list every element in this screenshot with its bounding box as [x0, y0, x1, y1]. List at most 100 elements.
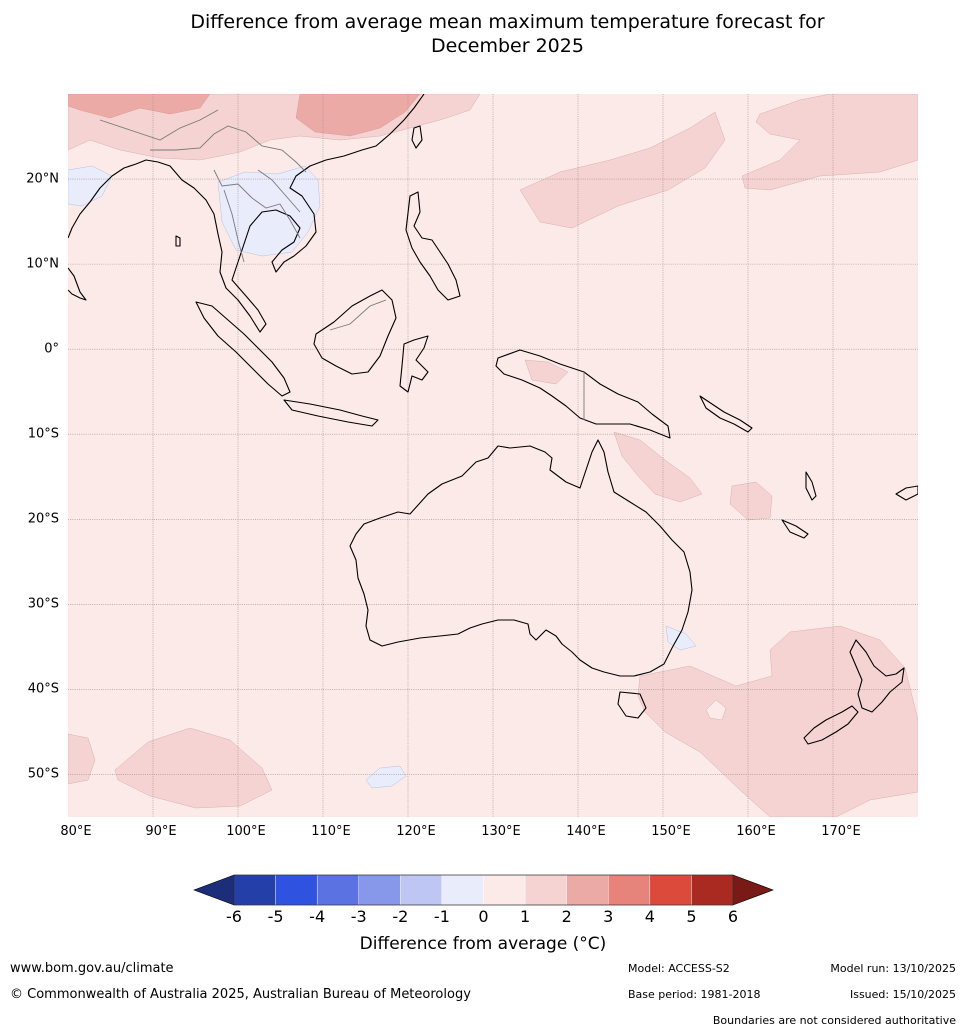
- lon-label: 130°E: [481, 824, 521, 839]
- lat-label: 50°S: [27, 766, 59, 782]
- colorbar-tick-label: 1: [519, 907, 531, 926]
- colorbar-tick-label: -2: [392, 907, 409, 926]
- lat-label: 20°N: [26, 171, 59, 187]
- colorbar-segment-7: [524, 874, 567, 906]
- colorbar-label: Difference from average (°C): [359, 934, 607, 954]
- colorbar-segment-1: [275, 874, 318, 906]
- anomaly-regions: [68, 94, 918, 817]
- anomaly-tasman-hole: [705, 699, 727, 721]
- lat-label: 0°: [44, 341, 59, 357]
- colorbar-tick-label: 5: [686, 907, 697, 926]
- colorbar-outline: [233, 874, 734, 906]
- title-line-2: December 2025: [431, 35, 584, 57]
- lon-label: 120°E: [396, 824, 436, 839]
- anomaly-pacific-east-small: [729, 481, 773, 521]
- country-borders: [99, 109, 585, 420]
- colorbar-extend-low: [193, 874, 235, 906]
- anomaly-himalaya-2to3: [68, 94, 211, 119]
- fiji-coastline: [895, 485, 918, 501]
- sumatra-coastline: [195, 301, 291, 397]
- anomaly-pacific-north: [519, 111, 726, 229]
- disclaimer-text: Boundaries are not considered authoritat…: [712, 1014, 956, 1027]
- anomaly-tasman: [637, 625, 918, 817]
- colorbar-segment-4: [400, 874, 443, 906]
- lon-label: 110°E: [311, 824, 351, 839]
- sri-lanka-coastline: [175, 235, 181, 247]
- anomaly-china-2to3: [295, 94, 421, 137]
- anomaly-bass-strait-cool: [665, 625, 697, 651]
- colorbar-tick-label: -6: [226, 907, 242, 926]
- lon-label: 90°E: [145, 824, 177, 839]
- colorbar-segment-6: [483, 874, 526, 906]
- java-coastline: [283, 399, 379, 427]
- title-line-1: Difference from average mean maximum tem…: [190, 11, 825, 33]
- lat-label: 10°N: [26, 256, 59, 272]
- colorbar-segment-8: [566, 874, 609, 906]
- lat-label: 10°S: [27, 426, 59, 442]
- vanuatu-coastline: [805, 471, 817, 501]
- new-caledonia-coastline: [781, 519, 809, 539]
- lon-label: 150°E: [651, 824, 691, 839]
- asia-mainland-coastline: [68, 94, 425, 333]
- borneo-coastline: [313, 289, 397, 375]
- anomaly-southern-ocean-west: [114, 727, 273, 809]
- lon-label: 170°E: [821, 824, 861, 839]
- border-indochina: [213, 169, 301, 239]
- sulawesi-coastline: [399, 335, 429, 393]
- anomaly-new-guinea: [524, 359, 569, 385]
- lon-label: 140°E: [566, 824, 606, 839]
- new-zealand-south-coastline: [803, 705, 859, 745]
- model-text: Model: ACCESS-S2: [628, 962, 730, 975]
- map-title: Difference from average mean maximum tem…: [0, 10, 965, 58]
- colorbar-segment-0: [233, 874, 276, 906]
- model-run-text: Model run: 13/10/2025: [830, 962, 956, 975]
- lat-label: 20°S: [27, 511, 59, 527]
- anomaly-pacific-northeast: [741, 94, 918, 191]
- taiwan-coastline: [411, 125, 423, 149]
- website-link[interactable]: www.bom.gov.au/climate: [10, 961, 174, 976]
- colorbar-tick-label: -3: [350, 907, 367, 926]
- colorbar-tick-label: -5: [267, 907, 284, 926]
- issued-text: Issued: 15/10/2025: [849, 988, 956, 1001]
- border-china-south: [150, 125, 307, 173]
- colorbar-tick-label: -1: [433, 907, 450, 926]
- copyright-text: © Commonwealth of Australia 2025, Austra…: [10, 987, 471, 1002]
- lon-label: 80°E: [60, 824, 92, 839]
- new-guinea-coastline: [495, 349, 671, 439]
- anomaly-coral-sea: [613, 431, 703, 503]
- colorbar-tick-label: -4: [309, 907, 326, 926]
- lon-label: 160°E: [736, 824, 776, 839]
- lon-label: 100°E: [226, 824, 266, 839]
- colorbar-segment-5: [441, 874, 484, 906]
- border-myanmar-thailand: [223, 189, 245, 263]
- colorbar-segment-10: [649, 874, 692, 906]
- philippines-coastline: [405, 191, 461, 301]
- colorbar-segment-9: [608, 874, 651, 906]
- base-period-text: Base period: 1981-2018: [628, 988, 761, 1001]
- india-coastline: [68, 267, 87, 301]
- anomaly-southern-ocean-edge: [68, 733, 96, 785]
- colorbar-segment-3: [358, 874, 401, 906]
- colorbar-tick-label: 0: [478, 907, 489, 926]
- lat-label: 40°S: [27, 681, 59, 697]
- solomon-islands-coastline: [699, 395, 753, 433]
- colorbar-segment-11: [691, 874, 734, 906]
- new-zealand-north-coastline: [849, 639, 905, 713]
- border-laos-vietnam: [257, 169, 301, 213]
- border-himalaya: [99, 109, 219, 141]
- colorbar-tick-label: 2: [561, 907, 572, 926]
- colorbar-tick-label: 6: [727, 907, 739, 926]
- coastlines: [68, 94, 918, 745]
- australia-coastline: [349, 439, 693, 677]
- colorbar-tick-label: 3: [603, 907, 614, 926]
- anomaly-southern-cool: [365, 765, 407, 789]
- tasmania-coastline: [617, 691, 647, 719]
- anomaly-india-cool: [68, 165, 113, 207]
- graticule: [68, 94, 918, 817]
- colorbar-tick-label: 4: [644, 907, 655, 926]
- colorbar-extend-high: [732, 874, 774, 906]
- colorbar-segment-2: [316, 874, 359, 906]
- lat-label: 30°S: [27, 596, 59, 612]
